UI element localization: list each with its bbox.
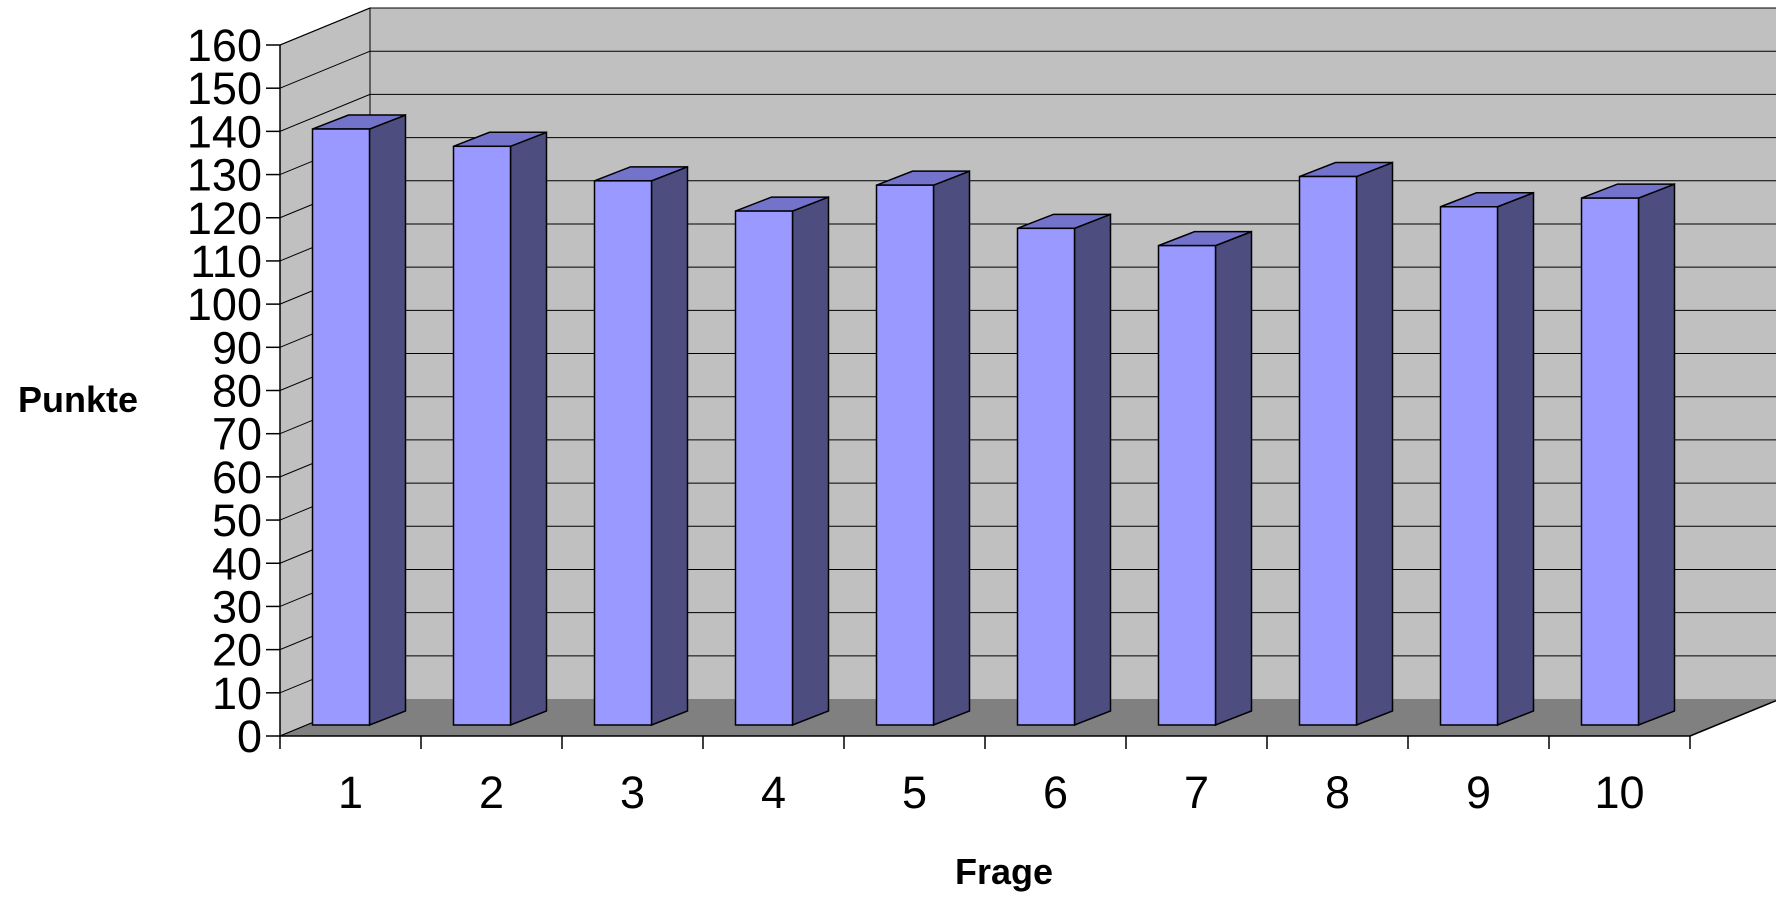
- bar-front: [452, 145, 512, 726]
- x-tick-label: 10: [1594, 767, 1644, 818]
- axes: [266, 44, 1776, 749]
- bar-side: [368, 113, 407, 727]
- bar-front: [1298, 175, 1358, 726]
- bar-front: [1439, 206, 1499, 726]
- bar-front: [311, 128, 371, 726]
- y-tick-label: 50: [212, 495, 262, 546]
- gridline-side: [279, 93, 371, 132]
- bar-front: [875, 184, 935, 726]
- y-tick-label: 110: [190, 236, 262, 287]
- bar: [311, 113, 407, 727]
- y-axis-title: Punkte: [18, 379, 138, 420]
- y-tick-label: 30: [212, 581, 262, 632]
- x-tick-label: 5: [902, 767, 927, 818]
- bar-front: [1016, 227, 1076, 726]
- x-tick-label: 1: [338, 767, 363, 818]
- y-tick-label: 10: [212, 668, 262, 719]
- bar: [1016, 213, 1112, 727]
- y-tick-label: 0: [237, 711, 262, 762]
- y-tick-label: 100: [187, 279, 262, 330]
- bar-side: [791, 195, 830, 727]
- y-tick-label: 120: [187, 193, 262, 244]
- bar-front: [734, 210, 794, 726]
- x-axis-depth-line: [1689, 699, 1776, 737]
- y-tick-label: 60: [212, 452, 262, 503]
- x-tick-label: 3: [620, 767, 645, 818]
- y-tick-label: 40: [212, 538, 262, 589]
- y-tick-label: 150: [187, 63, 262, 114]
- x-tick-label: 7: [1184, 767, 1209, 818]
- bar-front: [1580, 197, 1640, 726]
- y-tick-label: 140: [187, 106, 262, 157]
- bar-front: [593, 180, 653, 726]
- y-tick-label: 70: [212, 409, 262, 460]
- y-tick-label: 130: [187, 150, 262, 201]
- gridline-side: [279, 7, 371, 46]
- bar: [1439, 191, 1535, 727]
- bar-front: [1157, 244, 1217, 726]
- bar-side: [1073, 213, 1112, 727]
- bar: [1157, 230, 1253, 727]
- y-tick-label: 160: [187, 20, 262, 71]
- x-tick-label: 2: [479, 767, 504, 818]
- x-tick-label: 9: [1466, 767, 1491, 818]
- bar: [1580, 183, 1676, 727]
- bar-side: [1637, 183, 1676, 727]
- bar: [593, 165, 689, 727]
- x-tick-labels: 1 2 3 4 5 6 7 8 9 10: [338, 767, 1645, 818]
- x-tick-label: 6: [1043, 767, 1068, 818]
- y-tick-label: 90: [212, 322, 262, 373]
- y-tick-label: 20: [212, 625, 262, 676]
- y-tick-label: 80: [212, 366, 262, 417]
- bar: [452, 131, 548, 727]
- x-tick-label: 4: [761, 767, 786, 818]
- bars: [311, 113, 1676, 727]
- x-tick-label: 8: [1325, 767, 1350, 818]
- bar: [875, 170, 971, 727]
- bar-side: [509, 131, 548, 727]
- bar-side: [650, 165, 689, 727]
- x-axis-title: Frage: [955, 851, 1053, 892]
- bar: [1298, 161, 1394, 727]
- bar: [734, 195, 830, 727]
- gridline-side: [279, 50, 371, 89]
- bar-side: [932, 170, 971, 727]
- bar-side: [1214, 230, 1253, 727]
- bar-side: [1355, 161, 1394, 727]
- bar-side: [1496, 191, 1535, 727]
